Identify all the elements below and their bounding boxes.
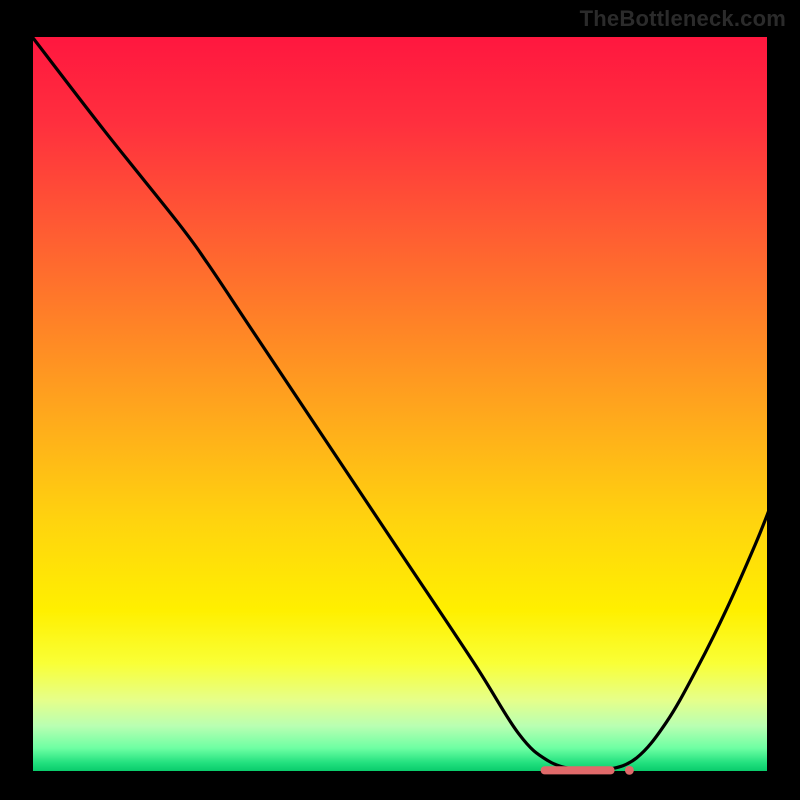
watermark-text: TheBottleneck.com <box>580 6 786 32</box>
chart-frame: TheBottleneck.com <box>0 0 800 800</box>
bottleneck-chart <box>0 0 800 800</box>
